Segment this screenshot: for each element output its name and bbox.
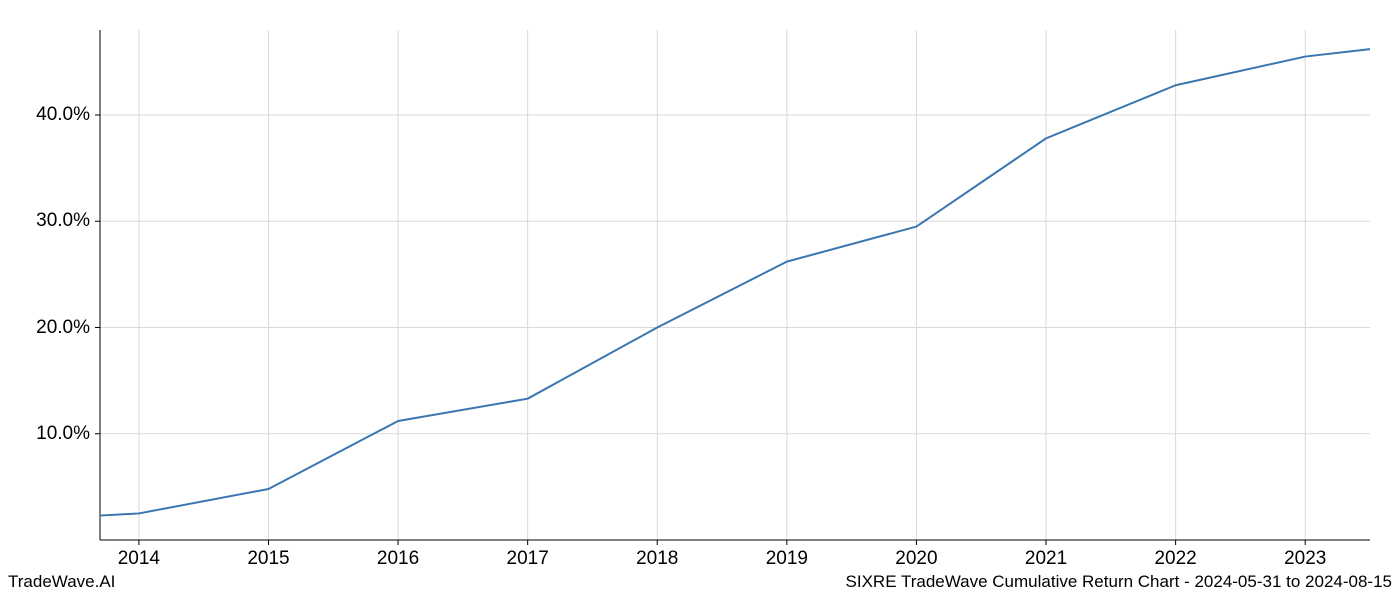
x-tick-label: 2021 [1025, 548, 1067, 570]
x-tick-label: 2023 [1284, 548, 1326, 570]
x-tick-label: 2018 [636, 548, 678, 570]
y-tick-label: 40.0% [36, 104, 90, 126]
x-tick-label: 2022 [1154, 548, 1196, 570]
x-tick-label: 2014 [118, 548, 160, 570]
footer-brand: TradeWave.AI [8, 572, 115, 592]
line-chart [100, 30, 1370, 540]
x-tick-label: 2020 [895, 548, 937, 570]
y-tick-label: 20.0% [36, 317, 90, 339]
x-tick-label: 2016 [377, 548, 419, 570]
footer-caption: SIXRE TradeWave Cumulative Return Chart … [846, 572, 1392, 592]
x-tick-label: 2015 [247, 548, 289, 570]
y-tick-label: 30.0% [36, 210, 90, 232]
x-tick-label: 2017 [507, 548, 549, 570]
y-tick-label: 10.0% [36, 423, 90, 445]
x-tick-label: 2019 [766, 548, 808, 570]
chart-container: 10.0%20.0%30.0%40.0%20142015201620172018… [100, 30, 1370, 540]
